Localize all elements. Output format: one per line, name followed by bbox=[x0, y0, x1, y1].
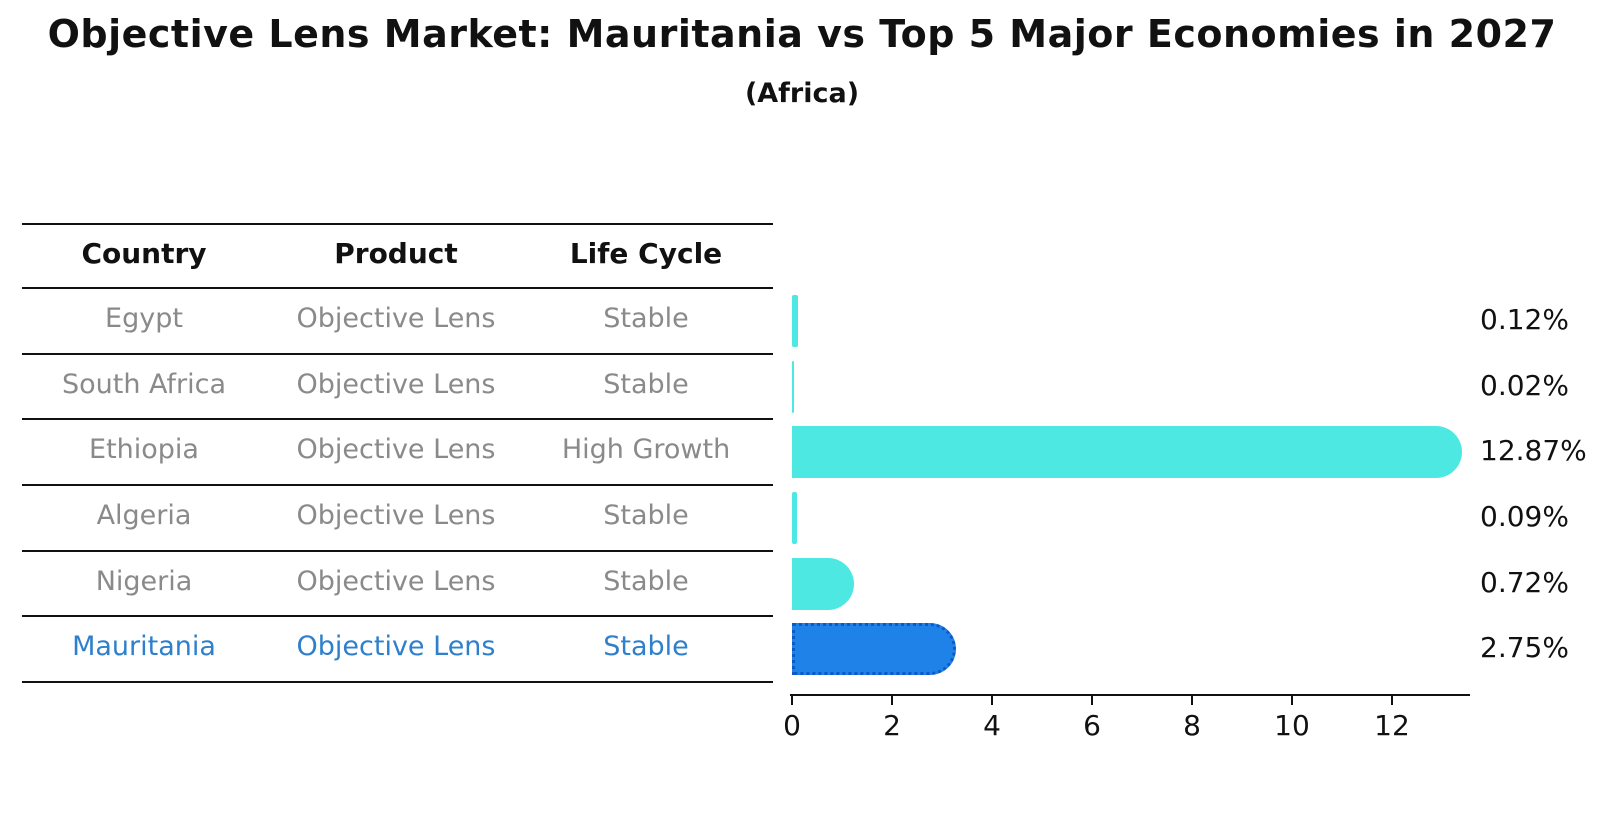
table-header-life-cycle: Life Cycle bbox=[569, 236, 723, 270]
table-top-rule bbox=[22, 223, 773, 225]
table-cell-country: Mauritania bbox=[72, 631, 216, 663]
table-cell-country: Algeria bbox=[96, 499, 192, 531]
table-cell-product: Objective Lens bbox=[296, 565, 496, 597]
table-cell-country: Nigeria bbox=[95, 565, 193, 597]
table-row-rule bbox=[22, 352, 773, 355]
bar-ethiopia bbox=[792, 426, 1462, 479]
x-axis-tick-label: 0 bbox=[783, 709, 801, 742]
bar-south-africa bbox=[792, 360, 794, 413]
x-axis-tick-label: 6 bbox=[1083, 709, 1101, 742]
table-cell-product: Objective Lens bbox=[296, 302, 496, 334]
bar-value-label: 0.02% bbox=[1480, 368, 1569, 402]
bar-nigeria bbox=[792, 557, 854, 610]
table-cell-product: Objective Lens bbox=[296, 499, 496, 531]
table-header-product: Product bbox=[334, 236, 458, 270]
x-axis-tick bbox=[891, 696, 893, 705]
table-row-rule bbox=[22, 615, 773, 618]
x-axis-line bbox=[790, 694, 1470, 696]
x-axis-tick-label: 8 bbox=[1183, 709, 1201, 742]
chart-subtitle: (Africa) bbox=[744, 78, 860, 109]
x-axis-tick bbox=[1091, 696, 1093, 705]
x-axis-tick bbox=[1291, 696, 1293, 705]
table-cell-life-cycle: Stable bbox=[603, 368, 689, 400]
bar-value-label: 0.72% bbox=[1480, 565, 1569, 599]
table-cell-country: Egypt bbox=[105, 302, 183, 334]
table-header-rule bbox=[22, 287, 773, 289]
x-axis-tick bbox=[1191, 696, 1193, 705]
table-cell-product: Objective Lens bbox=[296, 434, 496, 466]
table-row-rule bbox=[22, 681, 773, 683]
bar-value-label: 0.12% bbox=[1480, 302, 1569, 336]
table-cell-product: Objective Lens bbox=[296, 631, 496, 663]
x-axis-tick bbox=[1391, 696, 1393, 705]
x-axis-tick bbox=[791, 696, 793, 705]
bar-egypt bbox=[792, 294, 798, 347]
table-header-country: Country bbox=[81, 236, 207, 270]
x-axis-tick-label: 10 bbox=[1274, 709, 1310, 742]
table-cell-product: Objective Lens bbox=[296, 368, 496, 400]
table-row-rule bbox=[22, 418, 773, 421]
bar-highlight-mauritania bbox=[792, 623, 956, 676]
x-axis-tick-label: 4 bbox=[983, 709, 1001, 742]
table-row-rule bbox=[22, 549, 773, 552]
bar-value-label: 0.09% bbox=[1480, 499, 1569, 533]
x-axis-tick-label: 2 bbox=[883, 709, 901, 742]
table-row-rule bbox=[22, 484, 773, 486]
table-cell-country: South Africa bbox=[61, 368, 227, 400]
table-cell-country: Ethiopia bbox=[89, 434, 199, 466]
table-cell-life-cycle: Stable bbox=[603, 302, 689, 334]
bar-value-label: 2.75% bbox=[1480, 631, 1569, 665]
bar-algeria bbox=[792, 491, 797, 544]
bar-value-label: 12.87% bbox=[1480, 434, 1587, 468]
table-cell-life-cycle: High Growth bbox=[561, 434, 731, 466]
table-cell-life-cycle: Stable bbox=[603, 631, 689, 663]
chart-title: Objective Lens Market: Mauritania vs Top… bbox=[47, 12, 1557, 56]
x-axis-tick bbox=[991, 696, 993, 705]
table-cell-life-cycle: Stable bbox=[603, 565, 689, 597]
x-axis-tick-label: 12 bbox=[1374, 709, 1410, 742]
table-cell-life-cycle: Stable bbox=[603, 499, 689, 531]
